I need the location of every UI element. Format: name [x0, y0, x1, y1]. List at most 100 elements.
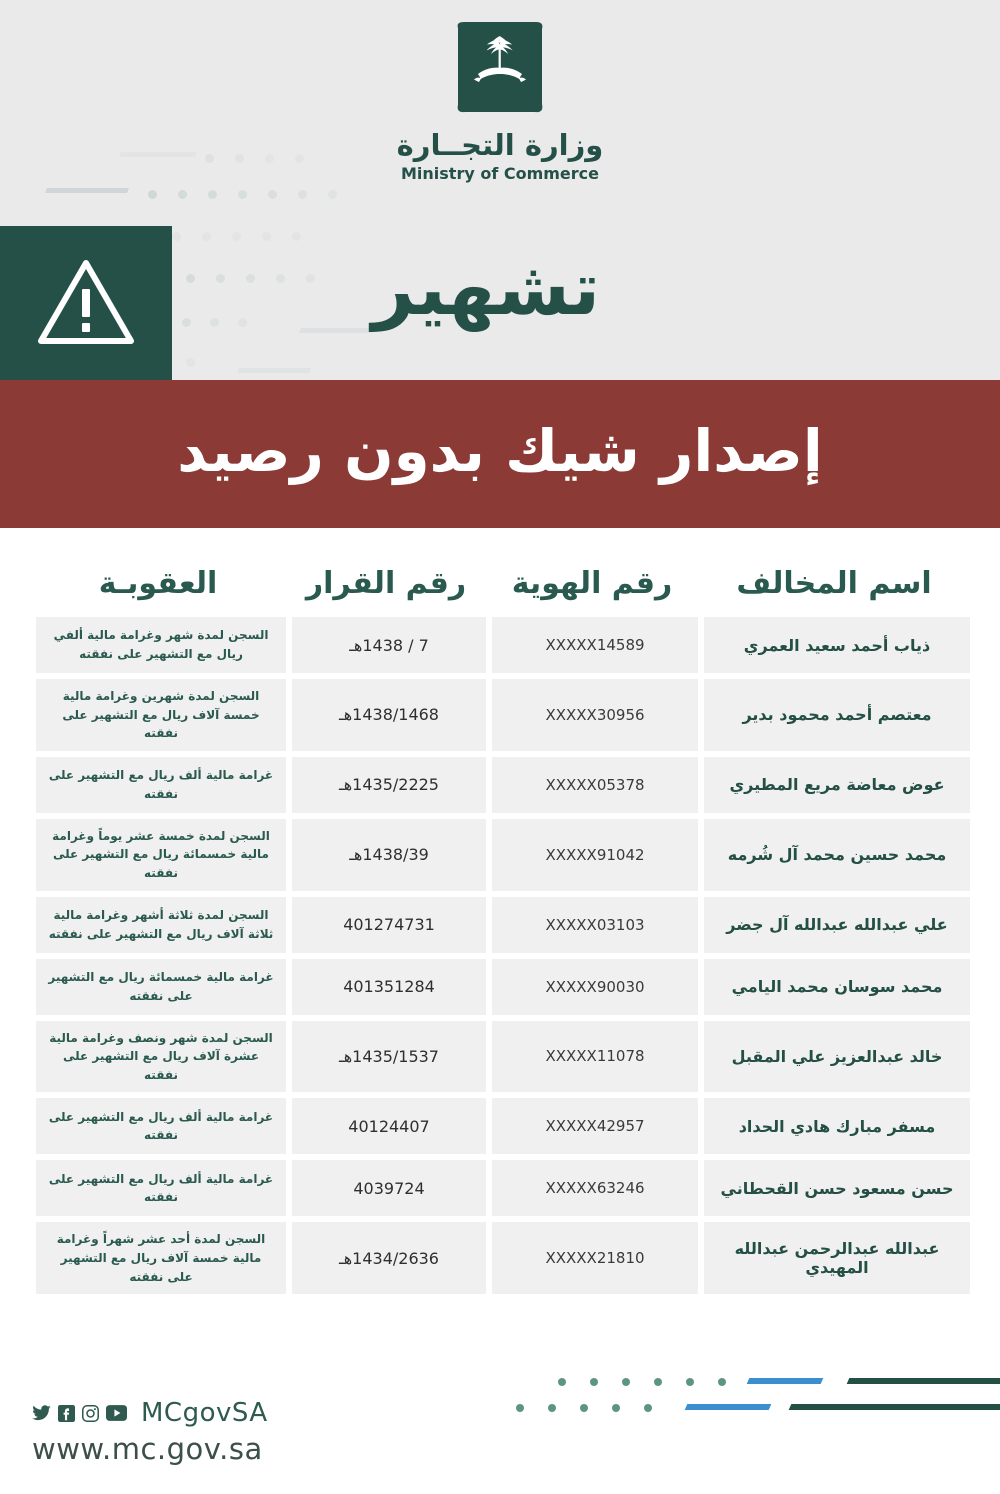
decorative-dot [172, 232, 181, 241]
penalty-text: السجن لمدة ثلاثة أشهر وغرامة مالية ثلاثة… [36, 896, 286, 953]
decorative-bar [746, 1378, 824, 1384]
saudi-palm-swords-emblem-icon [457, 22, 543, 113]
penalty-text: غرامة مالية ألف ريال مع التشهير على نفقت… [36, 1160, 286, 1217]
table-row: عبدالله عبدالرحمن عبدالله المهيدي XXXXX21… [30, 1222, 970, 1295]
decision-number: 1434/2636هـ [292, 1222, 486, 1295]
decorative-bar [298, 328, 374, 333]
youtube-icon[interactable] [106, 1405, 127, 1421]
decorative-dot [216, 274, 225, 283]
decorative-dot [516, 1404, 524, 1412]
decorative-dot [208, 190, 217, 199]
decorative-dot [148, 190, 157, 199]
table-row: علي عبدالله عبدالله آل جضر XXXXX03103 4012… [30, 896, 970, 953]
decorative-dot [612, 1404, 620, 1412]
table-row: محمد سوسان محمد اليامي XXXXX90030 40135128… [30, 958, 970, 1015]
poster-footer: MCgovSA www.mc.gov.sa [0, 1334, 1000, 1494]
social-links: MCgovSA www.mc.gov.sa [32, 1398, 268, 1466]
decorative-dot [548, 1404, 556, 1412]
decorative-dot [292, 232, 301, 241]
violation-title: إصدار شيك بدون رصيد [177, 417, 823, 485]
decorative-bar [684, 1404, 772, 1410]
identity-number: XXXXX42957 [492, 1098, 698, 1155]
violator-name: معتصم أحمد محمود بدير [704, 679, 970, 751]
decorative-dot [178, 190, 187, 199]
decorative-bar [44, 188, 130, 193]
decision-number: 1438/39هـ [292, 818, 486, 891]
decorative-dot [718, 1378, 726, 1386]
decorative-dot [644, 1404, 652, 1412]
warning-triangle-icon [38, 260, 134, 344]
decorative-dot [298, 190, 307, 199]
page-title: تشهير [371, 246, 600, 332]
table-row: حسن مسعود حسن القحطاني XXXXX63246 4039724 غ… [30, 1160, 970, 1217]
violator-name: علي عبدالله عبدالله آل جضر [704, 896, 970, 953]
identity-number: XXXXX03103 [492, 896, 698, 953]
penalty-text: السجن لمدة أحد عشر شهراً وغرامة مالية خم… [36, 1222, 286, 1295]
table-row: محمد حسين محمد آل شُرمه XXXXX91042 1438/39… [30, 818, 970, 891]
penalty-text: السجن لمدة شهرين وغرامة مالية خمسة آلاف … [36, 679, 286, 751]
website-url: www.mc.gov.sa [32, 1432, 263, 1466]
instagram-icon[interactable] [82, 1404, 99, 1422]
identity-number: XXXXX63246 [492, 1160, 698, 1217]
decorative-dot [210, 318, 219, 327]
penalty-text: غرامة مالية ألف ريال مع التشهير على نفقت… [36, 756, 286, 813]
decorative-dot [186, 358, 195, 367]
decision-number: 7 / 1438هـ [292, 617, 486, 673]
decision-number: 401351284 [292, 958, 486, 1015]
decorative-bar [846, 1378, 1000, 1384]
identity-number: XXXXX05378 [492, 756, 698, 813]
penalty-text: السجن لمدة شهر ونصف وغرامة مالية عشرة آل… [36, 1020, 286, 1093]
ministry-logo: وزارة التجــارة Ministry of Commerce [0, 18, 1000, 183]
twitter-icon[interactable] [32, 1404, 51, 1422]
decision-number: 1438/1468هـ [292, 679, 486, 751]
table-row: معتصم أحمد محمود بدير XXXXX30956 1438/1468… [30, 679, 970, 751]
penalty-text: السجن لمدة خمسة عشر يوماً وغرامة مالية خ… [36, 818, 286, 891]
decorative-dot [182, 318, 191, 327]
identity-number: XXXXX21810 [492, 1222, 698, 1295]
violator-name: عبدالله عبدالرحمن عبدالله المهيدي [704, 1222, 970, 1295]
violations-table: اسم المخالف رقم الهوية رقم القرار العقوب… [0, 528, 1000, 1295]
social-handle: MCgovSA [141, 1398, 268, 1428]
decorative-dot [654, 1378, 662, 1386]
table-row: مسفر مبارك هادي الحداد XXXXX42957 40124407… [30, 1098, 970, 1155]
decorative-dot [186, 274, 195, 283]
decorative-bar [236, 368, 312, 373]
identity-number: XXXXX14589 [492, 617, 698, 673]
penalty-text: غرامة مالية خمسمائة ريال مع التشهير على … [36, 958, 286, 1015]
decision-number: 401274731 [292, 896, 486, 953]
decision-number: 1435/2225هـ [292, 756, 486, 813]
table-body: ذياب أحمد سعيد العمري XXXXX14589 7 / 1438ه… [30, 617, 970, 1295]
decorative-dot [238, 190, 247, 199]
violator-name: محمد حسين محمد آل شُرمه [704, 818, 970, 891]
identity-number: XXXXX30956 [492, 679, 698, 751]
decision-number: 4039724 [292, 1160, 486, 1217]
decision-number: 40124407 [292, 1098, 486, 1155]
decorative-dot [580, 1404, 588, 1412]
violator-name: ذياب أحمد سعيد العمري [704, 617, 970, 673]
ministry-name-english: Ministry of Commerce [400, 164, 600, 183]
decorative-dot [622, 1378, 630, 1386]
decorative-dot [232, 232, 241, 241]
violation-banner: إصدار شيك بدون رصيد [0, 380, 1000, 528]
decision-number: 1435/1537هـ [292, 1020, 486, 1093]
decorative-dot [276, 274, 285, 283]
poster-header: وزارة التجــارة Ministry of Commerce تشه… [0, 0, 1000, 380]
warning-badge [0, 226, 172, 380]
decorative-dot [238, 318, 247, 327]
penalty-text: غرامة مالية ألف ريال مع التشهير على نفقت… [36, 1098, 286, 1155]
facebook-icon[interactable] [58, 1404, 75, 1422]
decorative-dot [202, 232, 211, 241]
violator-name: مسفر مبارك هادي الحداد [704, 1098, 970, 1155]
column-header-name: اسم المخالف [736, 566, 932, 601]
column-header-penalty: العقوبـة [98, 566, 218, 601]
table-row: عوض معاضة مريع المطيري XXXXX05378 1435/222… [30, 756, 970, 813]
violator-name: محمد سوسان محمد اليامي [704, 958, 970, 1015]
decorative-dot [686, 1378, 694, 1386]
decorative-bar [788, 1404, 1000, 1410]
identity-number: XXXXX91042 [492, 818, 698, 891]
violator-name: حسن مسعود حسن القحطاني [704, 1160, 970, 1217]
table-header-row: اسم المخالف رقم الهوية رقم القرار العقوب… [30, 554, 970, 617]
decorative-dot [262, 232, 271, 241]
identity-number: XXXXX90030 [492, 958, 698, 1015]
